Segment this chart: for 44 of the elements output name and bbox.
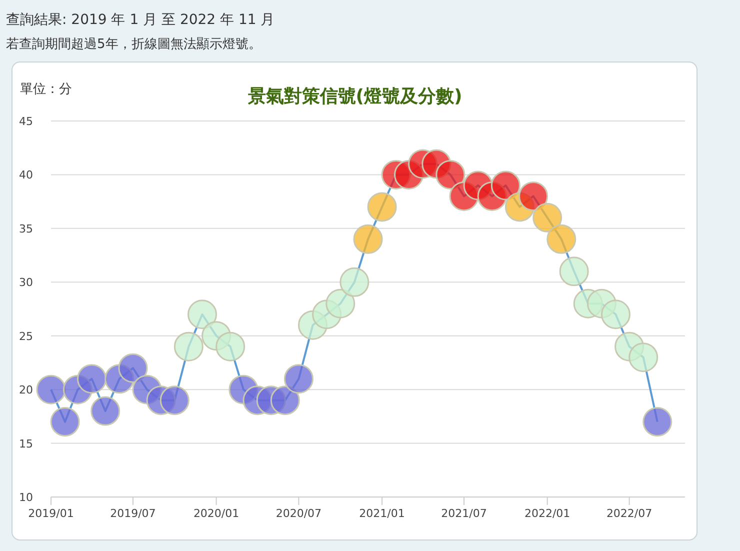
point [546,224,576,254]
point [600,300,630,330]
x-tick-label: 2020/07 [276,507,322,520]
x-tick-label: 2019/01 [28,507,74,520]
x-tick-label: 2021/07 [441,507,487,520]
point [326,288,356,318]
point [36,374,66,404]
point [50,407,80,437]
chart-title: 景氣對策信號(燈號及分數) [246,86,462,107]
y-tick-label: 40 [19,168,33,182]
point [642,407,672,437]
y-tick-label: 35 [19,222,33,236]
y-tick-label: 20 [19,384,33,397]
point [270,386,300,416]
point [174,332,204,362]
point [77,364,107,394]
y-axis-title: 單位：分 [20,82,72,97]
point [518,181,548,211]
point [532,202,562,232]
point [559,256,589,286]
y-tick-label: 15 [19,437,33,450]
point [118,353,148,383]
point [216,332,246,362]
point [340,267,370,297]
x-tick-label: 2022/01 [524,507,570,520]
point [90,396,120,426]
point [367,192,397,222]
point [490,170,520,200]
x-tick-label: 2022/07 [606,507,652,520]
point [628,342,658,372]
y-tick-label: 25 [19,330,33,343]
x-tick-label: 2021/01 [359,507,405,520]
point [284,364,314,394]
point [188,300,218,330]
x-tick-label: 2020/01 [193,507,240,520]
point [436,160,466,190]
y-tick-label: 45 [19,115,33,128]
y-tick-label: 30 [19,276,33,290]
y-tick-label: 10 [19,491,33,504]
text: 查詢結果: 2019 年 1 月 至 2022 年 11 月 [6,12,275,28]
x-tick-label: 2019/07 [110,507,156,520]
point [353,224,383,254]
point [160,386,190,416]
text: 若查詢期間超過5年，折線圖無法顯示燈號。 [6,37,262,52]
